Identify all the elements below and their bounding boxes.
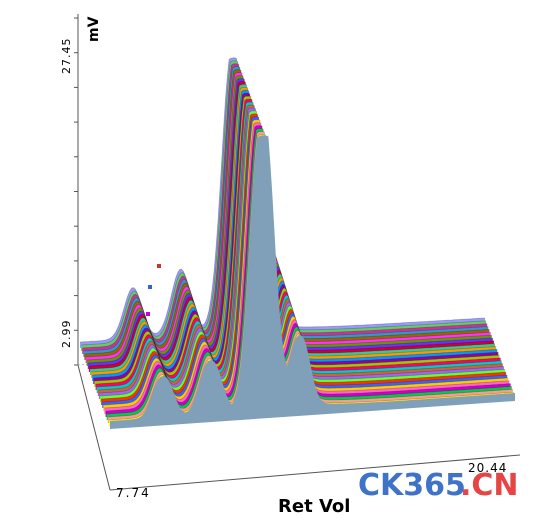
trace-area: [95, 99, 501, 390]
x-axis-line: [109, 454, 521, 491]
trace-area: [102, 116, 508, 408]
artefact-point: [146, 312, 150, 316]
trace-area: [94, 96, 500, 387]
x-axis-label: Ret Vol: [278, 496, 350, 517]
trace-area: [105, 125, 511, 417]
watermark-tld: .CN: [460, 468, 519, 503]
trace-area: [87, 78, 493, 370]
trace-area: [103, 119, 509, 411]
trace-area: [96, 102, 502, 393]
depth-axis-line: [77, 364, 111, 491]
trace-area: [110, 137, 515, 430]
trace-area: [86, 75, 492, 366]
trace-area: [98, 107, 504, 400]
artefact-point: [148, 285, 152, 289]
trace-area: [88, 81, 494, 373]
artefact-point: [157, 264, 161, 268]
x-tick-label-left: 7.74: [116, 486, 151, 500]
watermark-main: CK365: [358, 468, 466, 503]
watermark-logo: CK365 .CN: [358, 468, 519, 503]
trace-area: [97, 104, 503, 397]
trace-area: [91, 87, 497, 379]
trace-area: [92, 90, 498, 381]
trace-area: [93, 93, 499, 384]
trace-area: [106, 128, 512, 420]
trace-area: [104, 122, 510, 414]
y-axis-label: mV: [86, 16, 102, 42]
trace-area: [101, 113, 507, 406]
trace-line: [109, 135, 516, 425]
x-tick-label-right: 20.44: [468, 461, 507, 475]
trace-series-group: [79, 57, 516, 430]
y-axis-ticks: [74, 17, 78, 366]
trace-area: [107, 131, 513, 423]
trace-area: [90, 84, 495, 376]
trace-area: [100, 110, 505, 403]
y-tick-label-top: 27.45: [60, 38, 73, 75]
y-tick-label-bottom: 2.99: [60, 320, 73, 349]
